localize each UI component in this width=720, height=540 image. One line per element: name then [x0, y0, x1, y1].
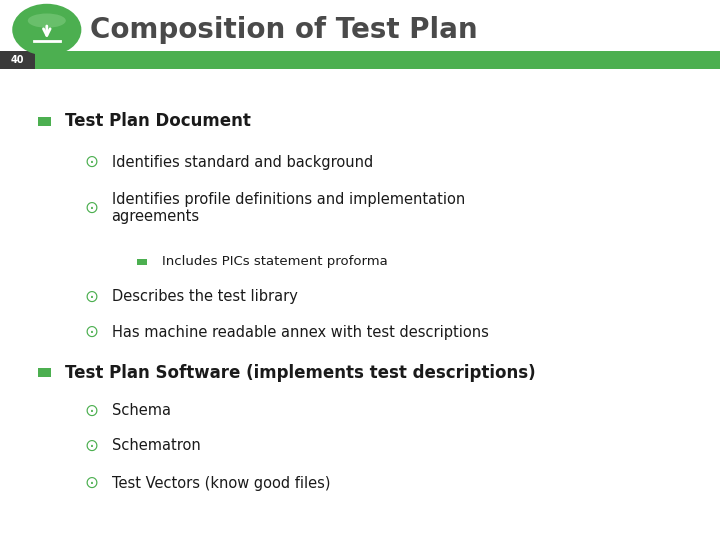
Text: Test Plan Software (implements test descriptions): Test Plan Software (implements test desc…	[65, 363, 536, 382]
Text: Includes PICs statement proforma: Includes PICs statement proforma	[162, 255, 388, 268]
Text: Identifies profile definitions and implementation
agreements: Identifies profile definitions and imple…	[112, 192, 465, 224]
Text: ⊙: ⊙	[84, 288, 99, 306]
Text: Test Plan Document: Test Plan Document	[65, 112, 251, 131]
FancyBboxPatch shape	[38, 117, 51, 126]
Ellipse shape	[28, 14, 66, 28]
Text: Schema: Schema	[112, 403, 171, 418]
Text: Identifies standard and background: Identifies standard and background	[112, 154, 373, 170]
FancyBboxPatch shape	[137, 259, 147, 265]
Text: ⊙: ⊙	[84, 153, 99, 171]
FancyBboxPatch shape	[0, 51, 720, 69]
Text: ⊙: ⊙	[84, 401, 99, 420]
Text: Describes the test library: Describes the test library	[112, 289, 297, 305]
Text: ⊙: ⊙	[84, 323, 99, 341]
Text: Schematron: Schematron	[112, 438, 200, 453]
Text: Composition of Test Plan: Composition of Test Plan	[90, 16, 477, 44]
Text: ⊙: ⊙	[84, 199, 99, 217]
Circle shape	[12, 4, 81, 56]
Text: ⊙: ⊙	[84, 474, 99, 492]
FancyBboxPatch shape	[38, 368, 51, 377]
Text: Test Vectors (know good files): Test Vectors (know good files)	[112, 476, 330, 491]
Text: Has machine readable annex with test descriptions: Has machine readable annex with test des…	[112, 325, 488, 340]
FancyBboxPatch shape	[0, 51, 35, 69]
Text: ⊙: ⊙	[84, 436, 99, 455]
Text: 40: 40	[11, 55, 24, 65]
